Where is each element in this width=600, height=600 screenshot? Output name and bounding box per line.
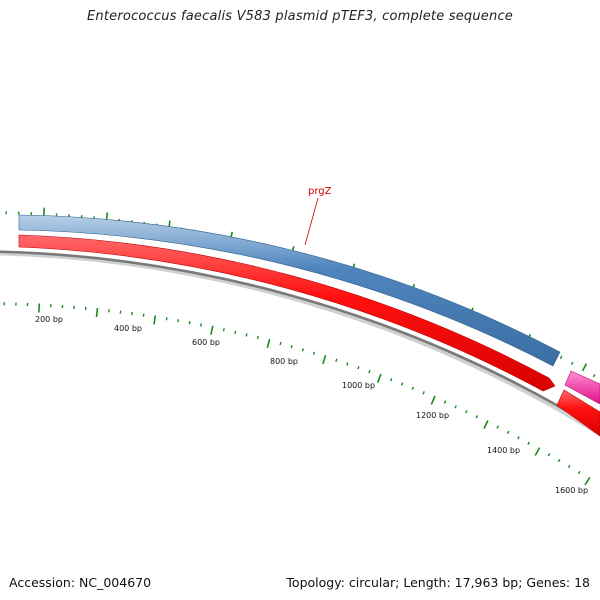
- inner-major-tick: [38, 303, 41, 313]
- inner-minor-tick: [390, 378, 393, 382]
- inner-minor-tick: [422, 391, 425, 395]
- inner-minor-tick: [557, 458, 561, 463]
- ruler-label: 200 bp: [35, 315, 63, 324]
- inner-minor-tick: [245, 333, 248, 337]
- topology-info-text: Topology: circular; Length: 17,963 bp; G…: [286, 575, 590, 590]
- inner-minor-tick: [165, 317, 168, 321]
- inner-minor-tick: [443, 400, 447, 404]
- inner-minor-tick: [454, 405, 457, 409]
- outer-minor-tick: [592, 374, 596, 378]
- inner-minor-tick: [577, 470, 581, 475]
- inner-minor-tick: [517, 436, 520, 440]
- ruler-label: 1400 bp: [487, 446, 520, 455]
- inner-minor-tick: [290, 345, 293, 349]
- inner-minor-tick: [346, 362, 349, 366]
- inner-minor-tick: [567, 464, 571, 469]
- inner-major-tick: [95, 307, 99, 318]
- inner-minor-tick: [301, 348, 304, 352]
- inner-minor-tick: [222, 328, 225, 332]
- inner-minor-tick: [256, 336, 259, 340]
- ruler-label: 1000 bp: [342, 381, 375, 390]
- reverse-gene-arrow[interactable]: [18, 234, 556, 392]
- ruler-label: 1600 bp: [555, 486, 588, 495]
- inner-major-tick: [534, 447, 541, 456]
- inner-major-tick: [584, 476, 591, 486]
- reverse-gene-segment[interactable]: [556, 389, 600, 437]
- prgz-label-leader: [304, 197, 319, 246]
- inner-major-tick: [153, 315, 157, 325]
- gene-label-prgZ[interactable]: prgZ: [308, 186, 332, 197]
- inner-minor-tick: [234, 330, 237, 334]
- ruler-labels: 200 bp 400 bp 600 bp 800 bp 1000 bp 1200 bp 14…: [35, 315, 588, 495]
- inner-minor-tick: [506, 430, 510, 435]
- inner-major-tick: [376, 373, 382, 383]
- inner-major-tick: [210, 325, 214, 335]
- inner-major-tick: [322, 355, 327, 365]
- ruler-label: 600 bp: [192, 338, 220, 347]
- inner-minor-tick: [188, 321, 191, 325]
- outer-minor-tick: [559, 355, 563, 360]
- inner-minor-tick: [312, 351, 316, 355]
- ruler-label: 400 bp: [114, 324, 142, 333]
- ruler-label: 1200 bp: [416, 411, 449, 420]
- outer-major-tick: [581, 363, 588, 372]
- inner-minor-tick: [368, 369, 371, 374]
- inner-minor-tick: [527, 441, 531, 445]
- inner-minor-tick: [496, 425, 500, 429]
- forward-gene-prgZ[interactable]: [18, 214, 561, 367]
- outer-minor-tick: [570, 361, 574, 366]
- inner-minor-tick: [475, 415, 479, 419]
- inner-minor-tick: [411, 386, 415, 390]
- inner-major-tick: [430, 395, 436, 405]
- inner-minor-tick: [400, 382, 404, 386]
- inner-minor-tick: [200, 323, 202, 327]
- pink-gene-segment[interactable]: [564, 370, 600, 405]
- inner-minor-tick: [464, 410, 468, 414]
- inner-minor-tick: [357, 366, 360, 370]
- backbone-arc: [0, 250, 600, 433]
- inner-major-tick: [266, 338, 271, 349]
- backbone-arc-shadow: [0, 250, 600, 437]
- inner-minor-tick: [177, 319, 180, 323]
- inner-tick-marks: [3, 302, 591, 486]
- inner-major-tick: [483, 420, 489, 429]
- map-title: Enterococcus faecalis V583 plasmid pTEF3…: [87, 9, 513, 24]
- ruler-label: 800 bp: [270, 357, 298, 366]
- inner-minor-tick: [279, 341, 282, 346]
- inner-minor-tick: [547, 453, 551, 457]
- accession-text: Accession: NC_004670: [9, 575, 152, 590]
- inner-minor-tick: [335, 358, 338, 362]
